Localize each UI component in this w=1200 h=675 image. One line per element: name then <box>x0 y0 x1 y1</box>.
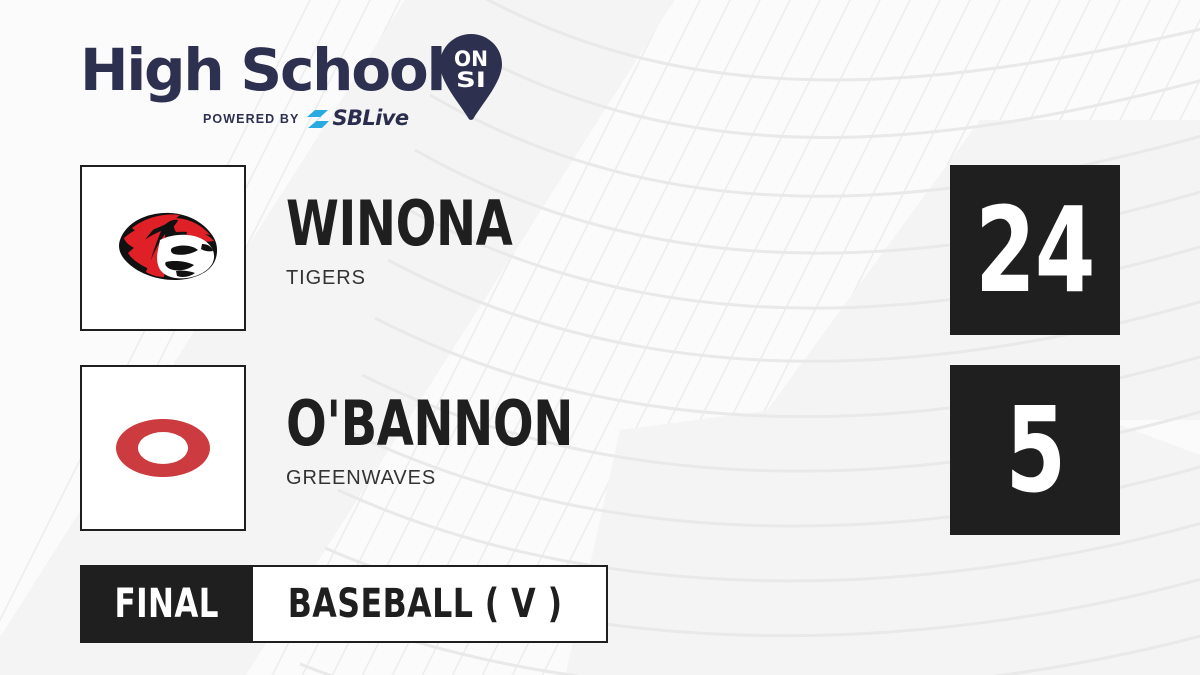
sblive-s-icon <box>307 109 330 128</box>
status-label: FINAL <box>114 581 219 627</box>
team-score: 5 <box>1005 381 1066 519</box>
oval-o-logo-icon <box>116 419 210 477</box>
sport-badge: BASEBALL ( V ) <box>253 565 608 643</box>
team-row: O'BANNON GREENWAVES 5 <box>80 365 1120 535</box>
powered-by-label: POWERED BY <box>203 111 300 126</box>
game-status-bar: FINAL BASEBALL ( V ) <box>80 565 608 643</box>
pin-label-si: SI <box>456 68 486 92</box>
team-logo-box <box>80 365 246 531</box>
sport-label: BASEBALL ( V ) <box>288 581 563 627</box>
brand-wordmark: High School <box>80 36 446 104</box>
team-mascot: GREENWAVES <box>286 467 437 489</box>
brand-logo-lockup[interactable]: High School ON SI POWERED BY SBLive <box>80 34 520 138</box>
team-identity: WINONA TIGERS <box>286 193 926 290</box>
team-name: O'BANNON <box>286 387 573 460</box>
score-box: 5 <box>950 365 1120 535</box>
sblive-logo[interactable]: SBLive <box>306 106 409 130</box>
sblive-wordmark: SBLive <box>332 106 409 130</box>
pin-label-on: ON <box>454 47 488 71</box>
status-badge: FINAL <box>80 565 254 643</box>
on-si-pin-icon: ON SI <box>440 34 502 120</box>
powered-by-row: POWERED BY SBLive <box>203 106 409 130</box>
tiger-head-logo-icon <box>119 212 218 280</box>
team-score: 24 <box>975 181 1095 319</box>
team-mascot: TIGERS <box>286 267 366 289</box>
team-logo-box <box>80 165 246 331</box>
team-row: WINONA TIGERS 24 <box>80 165 1120 335</box>
team-identity: O'BANNON GREENWAVES <box>286 393 926 490</box>
team-name: WINONA <box>286 187 513 260</box>
score-box: 24 <box>950 165 1120 335</box>
